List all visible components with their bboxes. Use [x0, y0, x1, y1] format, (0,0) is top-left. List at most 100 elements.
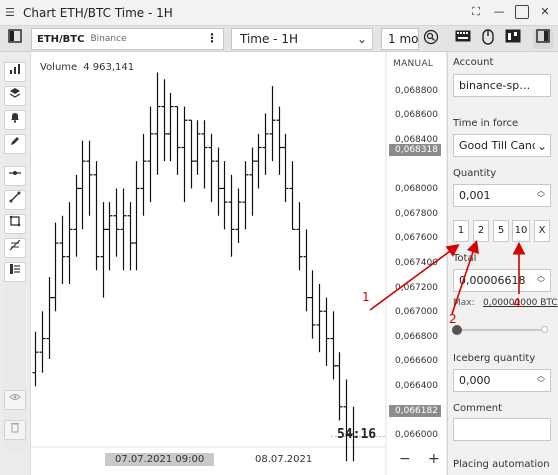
- candle: [86, 140, 93, 216]
- candle: [174, 105, 181, 175]
- quantity-stepper[interactable]: ︿ ﹀: [535, 187, 547, 203]
- rectangle-icon[interactable]: [4, 214, 26, 234]
- symbol-menu-icon[interactable]: ⋮: [206, 31, 218, 45]
- period-select[interactable]: 1 mo: [381, 28, 419, 50]
- candle: [201, 120, 208, 189]
- panel-toggle-icon[interactable]: [533, 29, 553, 49]
- trash-icon[interactable]: [4, 420, 26, 440]
- candle: [194, 120, 201, 175]
- iceberg-value: 0,000: [459, 374, 491, 387]
- horizontal-line-icon[interactable]: [4, 166, 26, 186]
- max-info: Max: 0,00000000 BTC: [453, 298, 558, 308]
- candle: [73, 174, 80, 257]
- bell-icon[interactable]: [4, 110, 26, 130]
- iceberg-stepper[interactable]: ︿ ﹀: [535, 372, 547, 388]
- bar-chart-icon[interactable]: [4, 62, 26, 82]
- qty-preset-button[interactable]: X: [534, 220, 550, 242]
- price-tick: 0,068400: [395, 135, 438, 145]
- candle: [46, 277, 53, 360]
- candle: [188, 119, 195, 189]
- chevron-down-icon[interactable]: ﹀: [537, 279, 545, 288]
- trend-line-icon[interactable]: [4, 190, 26, 210]
- chevron-up-icon[interactable]: ︿: [537, 371, 545, 380]
- qty-preset-button[interactable]: 5: [493, 220, 509, 242]
- candle: [32, 331, 39, 387]
- amount-slider-handle[interactable]: [452, 325, 462, 335]
- candle: [154, 72, 161, 175]
- candle: [167, 92, 174, 162]
- total-stepper[interactable]: ︿ ﹀: [535, 272, 547, 288]
- timeframe-value: Time - 1H: [240, 32, 298, 46]
- window-title: Chart ETH/BTC Time - 1H: [23, 5, 173, 20]
- time-cursor-label: 07.07.2021 09:00: [105, 453, 215, 466]
- zoom-in-button[interactable]: +: [428, 451, 440, 467]
- quantity-input[interactable]: 0,001 ︿ ﹀: [453, 184, 551, 207]
- chart-window-icon: ☰: [5, 5, 15, 19]
- eye-icon[interactable]: [4, 390, 26, 410]
- candle-countdown: 54:16: [337, 427, 377, 442]
- qty-preset-button[interactable]: 10: [512, 220, 530, 242]
- chart-type-icon[interactable]: [503, 29, 523, 49]
- tif-value: Good Till Canc: [459, 139, 538, 152]
- price-tick: 0,067600: [395, 233, 438, 243]
- amount-slider-track[interactable]: [456, 329, 546, 331]
- symbol-name: ETH/BTC: [37, 33, 85, 45]
- total-input[interactable]: 0,00006618 ︿ ﹀: [453, 269, 551, 292]
- qty-preset-button[interactable]: 1: [453, 220, 469, 242]
- keyboard-icon[interactable]: [453, 29, 473, 49]
- time-axis-label: 08.07.2021: [255, 454, 313, 465]
- fibonacci-icon[interactable]: [4, 238, 26, 258]
- candle: [79, 140, 86, 230]
- tif-select[interactable]: Good Till Canc ⌄: [453, 134, 551, 157]
- close-button[interactable]: ✕: [540, 5, 550, 18]
- comment-input[interactable]: [453, 418, 551, 441]
- layers-icon[interactable]: [4, 86, 26, 106]
- candle: [282, 133, 289, 203]
- minimize-button[interactable]: —: [493, 5, 505, 18]
- candle: [249, 147, 256, 216]
- candle: [343, 379, 350, 462]
- volume-readout: Volume 4 963,141: [40, 62, 140, 73]
- price-chart[interactable]: Volume 4 963,141 MANUAL 0,068800 0,068600…: [30, 52, 446, 475]
- chevron-up-icon[interactable]: ︿: [537, 271, 545, 280]
- candle: [262, 113, 269, 175]
- candlestick-plot[interactable]: [31, 52, 447, 475]
- pencil-icon[interactable]: [4, 134, 26, 154]
- drawing-tools-rail: [3, 60, 27, 452]
- candle: [140, 133, 147, 216]
- last-price-tag: 0,066182: [389, 405, 441, 417]
- zoom-out-button[interactable]: −: [399, 451, 411, 467]
- layout-menu-icon[interactable]: [5, 29, 25, 49]
- candle: [309, 270, 316, 339]
- scale-mode-label[interactable]: MANUAL: [393, 59, 434, 69]
- candle: [52, 222, 59, 312]
- automation-label: Placing automation: [453, 459, 550, 470]
- fullscreen-icon[interactable]: ⛶: [472, 5, 480, 18]
- comment-label: Comment: [453, 403, 502, 414]
- chevron-up-icon[interactable]: ︿: [537, 186, 545, 195]
- amount-slider-end[interactable]: [541, 326, 548, 333]
- maximize-button[interactable]: □: [515, 5, 529, 19]
- symbol-selector[interactable]: ETH/BTC Binance ⋮: [31, 28, 224, 50]
- max-value-link[interactable]: 0,00000000 BTC: [483, 298, 558, 308]
- qty-preset-button[interactable]: 2: [473, 220, 489, 242]
- candle: [133, 161, 140, 271]
- price-tick: 0,067400: [395, 258, 438, 268]
- account-field[interactable]: binance-sp…: [453, 74, 551, 97]
- quantity-value: 0,001: [459, 189, 491, 202]
- list-icon[interactable]: [4, 262, 26, 282]
- candle: [323, 297, 330, 366]
- candle: [181, 106, 188, 203]
- candle: [208, 133, 215, 203]
- timeframe-select[interactable]: Time - 1H ⌄: [231, 28, 373, 50]
- mouse-icon[interactable]: [478, 29, 498, 49]
- max-label: Max:: [453, 298, 475, 308]
- price-tick: 0,066400: [395, 381, 438, 391]
- search-zoom-icon[interactable]: [421, 29, 441, 49]
- candle: [303, 229, 310, 312]
- candle: [296, 202, 303, 271]
- chevron-down-icon[interactable]: ﹀: [537, 194, 545, 203]
- candle: [269, 86, 276, 162]
- chevron-down-icon[interactable]: ﹀: [537, 379, 545, 388]
- iceberg-input[interactable]: 0,000 ︿ ﹀: [453, 369, 551, 392]
